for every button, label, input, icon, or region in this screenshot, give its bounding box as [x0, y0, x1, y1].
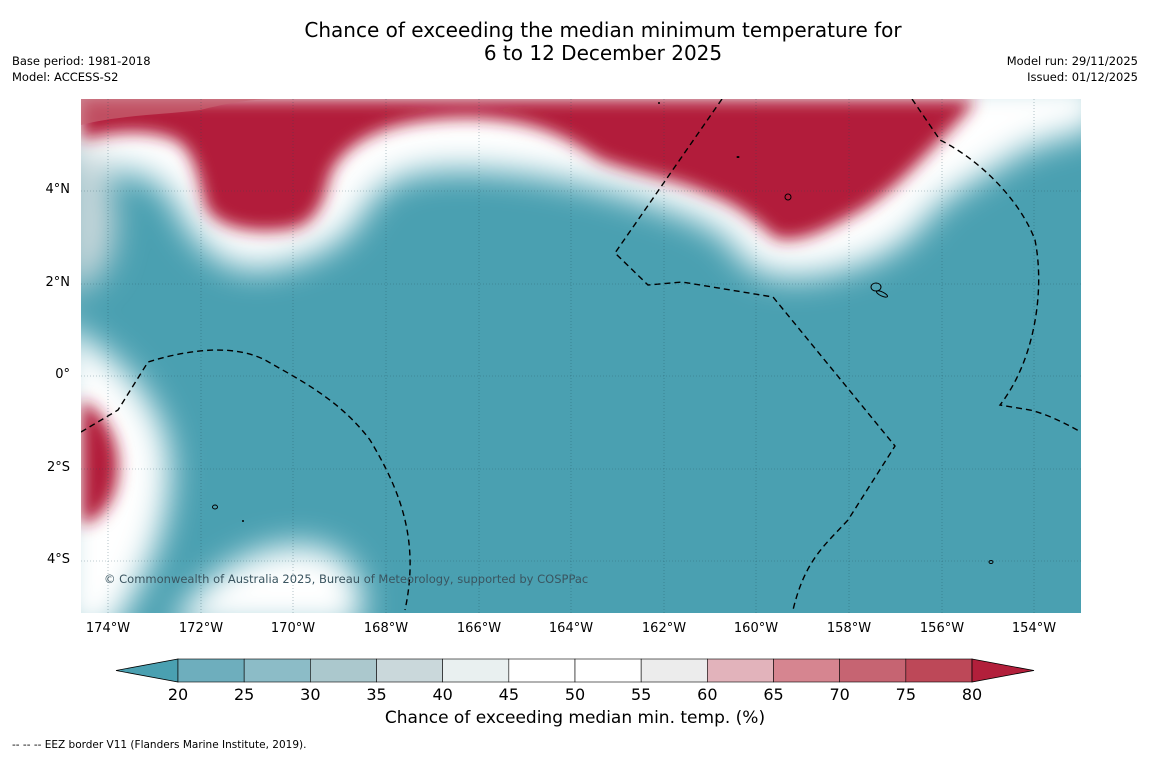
eez-border [81, 349, 411, 611]
colorbar-tick-label: 45 [498, 685, 519, 704]
island [875, 290, 889, 298]
lon-label-156w: 156°W [919, 621, 965, 636]
lon-label-164w: 164°W [548, 621, 594, 636]
colorbar-tick-label: 80 [961, 685, 983, 704]
colorbar-tick-label: 20 [167, 685, 189, 704]
lat-label-2s: 2°S [46, 460, 70, 475]
colorbar-segment [574, 658, 642, 683]
red-regions [81, 99, 975, 525]
lon-label-158w: 158°W [826, 621, 872, 636]
colorbar-tick-label: 60 [697, 685, 718, 704]
eez-border [614, 99, 896, 611]
lat-label-4s: 4°S [46, 552, 70, 567]
island [988, 560, 994, 564]
lon-label-160w: 160°W [733, 621, 779, 636]
base-period: Base period: 1981-2018 [12, 54, 151, 68]
island [212, 504, 218, 510]
colorbar-tick-label: 70 [829, 685, 850, 704]
island [736, 156, 740, 158]
lon-label-172w: 172°W [178, 621, 224, 636]
eez-border [911, 99, 1081, 433]
colorbar-tick-label: 65 [763, 685, 784, 704]
colorbar-segment [905, 658, 973, 683]
model-name: Model: ACCESS-S2 [12, 70, 119, 84]
colorbar-segment [508, 658, 576, 683]
colorbar-label: Chance of exceeding median min. temp. (%… [384, 708, 766, 728]
model-run: Model run: 29/11/2025 [1006, 54, 1138, 68]
lat-label-2n: 2°N [45, 275, 71, 290]
colorbar-tick-label: 55 [630, 685, 652, 704]
lon-label-166w: 166°W [456, 621, 502, 636]
lon-label-162w: 162°W [641, 621, 687, 636]
colorbar-tick-label: 40 [432, 685, 453, 704]
colorbar-segment [640, 658, 708, 683]
eez-legend: -- -- -- EEZ border V11 (Flanders Marine… [12, 739, 307, 751]
colorbar-segment [773, 658, 840, 683]
colorbar-segment [310, 658, 377, 683]
island [242, 520, 244, 522]
issued-date: Issued: 01/12/2025 [1027, 70, 1138, 84]
colorbar-segment [839, 658, 907, 683]
colorbar-segment [177, 658, 245, 683]
colorbar-tick-label: 75 [895, 685, 916, 704]
lon-label-174w: 174°W [85, 621, 131, 636]
eez-borders [81, 99, 1081, 611]
lat-label-0: 0° [55, 367, 70, 382]
colorbar-tick-label: 30 [300, 685, 321, 704]
copyright-notice: © Commonwealth of Australia 2025, Bureau… [104, 572, 589, 586]
colorbar-arrow-high [971, 658, 1035, 683]
island [784, 193, 792, 201]
meta-left: Base period: 1981-2018 Model: ACCESS-S2 [12, 53, 151, 85]
colorbar-tick-label: 25 [233, 685, 255, 704]
map-title-line1: Chance of exceeding the median minimum t… [304, 18, 902, 42]
colorbar-segment [707, 658, 774, 683]
colorbar-segment [376, 658, 443, 683]
map-title-line2: 6 to 12 December 2025 [483, 41, 723, 65]
colorbar-tick-label: 50 [564, 685, 586, 704]
map-field [81, 99, 1081, 613]
colorbar-segment [243, 658, 311, 683]
colorbar-segments [115, 658, 1035, 683]
lat-label-4n: 4°N [45, 182, 71, 197]
upper-left-red-band [81, 99, 280, 125]
lon-label-168w: 168°W [363, 621, 409, 636]
island [870, 282, 882, 292]
colorbar-segment [442, 658, 510, 683]
colorbar-arrow-low [115, 658, 179, 683]
lon-label-170w: 170°W [270, 621, 316, 636]
colorbar-tick-label: 35 [366, 685, 387, 704]
meta-right: Model run: 29/11/2025 Issued: 01/12/2025 [1007, 53, 1138, 85]
island [658, 102, 660, 104]
lon-label-154w: 154°W [1011, 621, 1057, 636]
